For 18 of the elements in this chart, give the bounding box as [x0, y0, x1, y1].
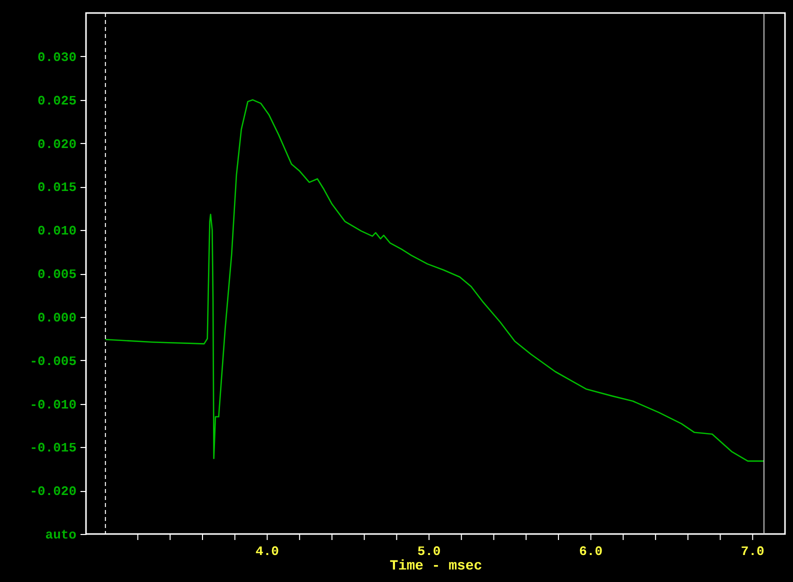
y-tick-label: auto [45, 528, 77, 542]
x-tick-label: 4.0 [256, 544, 280, 559]
x-tick-label: 5.0 [417, 544, 441, 559]
x-tick-label: 6.0 [579, 544, 603, 559]
line-series [104, 99, 765, 462]
y-tick-label: 0.010 [37, 224, 77, 239]
y-tick-label: 0.025 [37, 93, 77, 108]
y-tick-label: 0.015 [37, 180, 77, 196]
y-tick-label: 0.000 [37, 310, 77, 326]
x-axis-title: Time - msec [390, 558, 482, 574]
y-tick-label: -0.015 [30, 440, 77, 456]
y-tick-label: -0.020 [30, 484, 77, 500]
y-tick-label: -0.005 [30, 354, 77, 369]
y-tick-label: 0.020 [37, 136, 77, 152]
x-tick-label: 7.0 [740, 544, 765, 559]
y-tick-label: 0.030 [37, 50, 77, 65]
y-tick-label: -0.010 [30, 397, 77, 412]
y-tick-label: 0.005 [37, 267, 77, 282]
